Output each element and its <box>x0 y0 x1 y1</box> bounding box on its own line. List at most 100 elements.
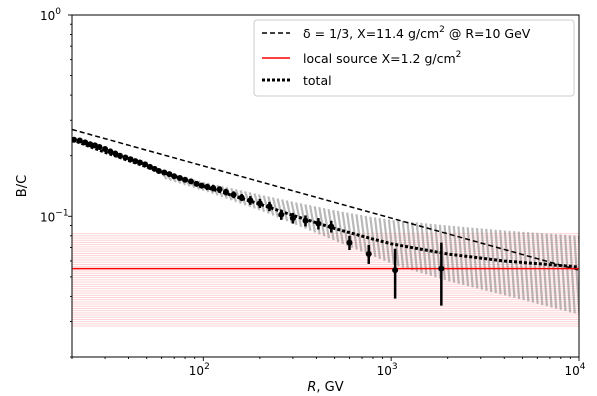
band-stripe <box>489 229 497 294</box>
data-point <box>187 178 194 185</box>
point-marker <box>127 156 134 163</box>
legend-entry-label: local source X=1.2 g/cm2 <box>303 50 461 66</box>
band-stripe <box>424 223 433 276</box>
data-point <box>82 139 89 146</box>
data-point <box>136 159 143 166</box>
band-stripe <box>499 230 507 296</box>
data-point <box>266 201 273 212</box>
band-stripe <box>550 233 558 309</box>
point-marker <box>230 191 237 198</box>
point-marker <box>238 194 245 201</box>
band-stripe <box>383 218 391 263</box>
band-stripe <box>318 207 326 237</box>
point-marker <box>182 176 189 183</box>
point-marker <box>136 159 143 166</box>
point-marker <box>315 220 322 227</box>
point-marker <box>204 183 211 190</box>
point-marker <box>102 145 109 152</box>
data-point <box>230 191 237 199</box>
band-stripe <box>410 221 419 272</box>
point-marker <box>278 211 285 218</box>
x-axis-label: R, GV <box>307 380 343 395</box>
band-stripe <box>512 231 521 300</box>
point-marker <box>76 137 83 144</box>
point-marker <box>365 250 372 257</box>
data-point <box>155 167 162 174</box>
data-point <box>107 148 114 155</box>
plot-frame <box>71 14 580 358</box>
data-point <box>238 194 245 202</box>
band-stripe <box>508 230 516 298</box>
point-marker <box>171 173 178 180</box>
data-point <box>146 163 153 170</box>
band-stripe <box>563 234 572 313</box>
point-marker <box>210 185 217 192</box>
point-marker <box>176 174 183 181</box>
band-stripe <box>281 199 289 222</box>
data-point <box>176 174 183 181</box>
y-axis-label: B/C <box>15 175 30 197</box>
band-stripe <box>359 214 368 254</box>
data-point <box>142 161 149 168</box>
data-point <box>182 176 189 183</box>
band-stripe <box>406 221 414 271</box>
data-point <box>438 242 445 306</box>
point-marker <box>187 178 194 185</box>
data-point <box>256 198 263 208</box>
data-point <box>328 220 335 233</box>
measurement-points <box>72 136 445 306</box>
point-marker <box>96 143 103 150</box>
point-marker <box>87 141 94 148</box>
point-marker <box>222 189 229 196</box>
point-marker <box>302 217 309 224</box>
axes: 102 103 104 100 10−1 R, GV B/C <box>15 7 586 395</box>
data-point <box>193 180 200 187</box>
point-marker <box>116 152 123 159</box>
band-stripe <box>401 220 409 270</box>
point-marker <box>266 203 273 210</box>
data-point <box>102 145 109 152</box>
band-stripe <box>350 213 358 250</box>
data-point <box>289 212 296 224</box>
point-marker <box>247 197 254 204</box>
band-stripe <box>332 209 340 243</box>
data-point <box>76 137 83 144</box>
band-stripe <box>526 232 535 303</box>
data-point <box>198 182 205 189</box>
band-stripe <box>503 230 511 297</box>
data-point <box>278 209 285 220</box>
band-stripe <box>373 217 382 260</box>
band-stripe <box>522 231 530 302</box>
data-point <box>204 183 211 191</box>
y-tick-label: 100 <box>40 7 61 23</box>
point-marker <box>438 265 445 272</box>
data-point <box>302 215 309 227</box>
band-stripe <box>336 210 344 245</box>
band-stripe <box>271 197 279 218</box>
confidence-bands <box>72 171 579 327</box>
data-point <box>392 248 399 299</box>
band-stripe <box>341 211 349 246</box>
point-marker <box>161 169 168 176</box>
data-point <box>132 158 139 165</box>
x-tick-label: 102 <box>189 362 210 378</box>
legend-entry-label: δ = 1/3, X=11.4 g/cm2 @ R=10 GeV <box>303 25 531 41</box>
band-stripe <box>308 205 317 233</box>
band-stripe <box>295 202 303 228</box>
point-marker <box>142 161 149 168</box>
band-stripe <box>262 195 270 214</box>
y-tick-label: 10−1 <box>40 208 69 224</box>
data-point <box>87 141 94 148</box>
data-point <box>346 235 353 251</box>
data-point <box>365 245 372 264</box>
point-marker <box>193 180 200 187</box>
band-stripe <box>415 222 423 274</box>
point-marker <box>112 150 119 157</box>
point-marker <box>256 200 263 207</box>
x-tick-label: 104 <box>564 362 585 378</box>
data-point <box>216 186 223 193</box>
band-stripe <box>568 235 576 314</box>
data-point <box>96 143 103 150</box>
band-stripe <box>387 219 395 265</box>
